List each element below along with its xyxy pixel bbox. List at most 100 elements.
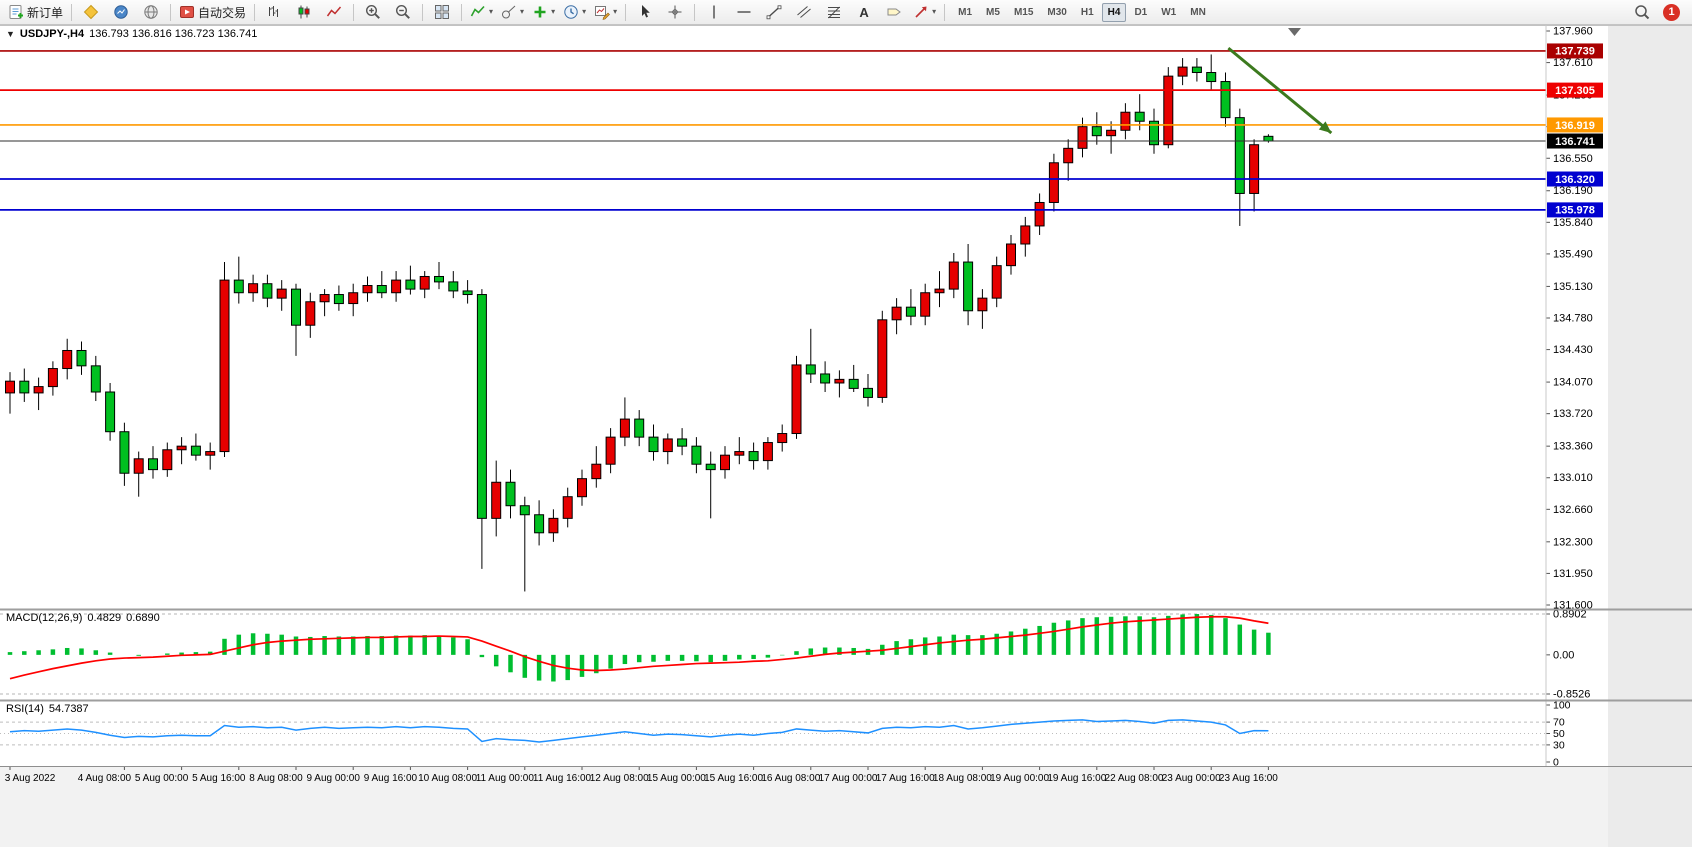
svg-text:133.360: 133.360 <box>1553 441 1593 453</box>
crosshair-button[interactable] <box>660 1 690 24</box>
svg-text:15 Aug 00:00: 15 Aug 00:00 <box>647 773 706 784</box>
new-order-button[interactable]: 新订单 <box>4 1 67 24</box>
toolbar-divider <box>944 3 946 21</box>
candle <box>1177 58 1188 86</box>
time-axis[interactable]: 3 Aug 2022 4 Aug 08:00 5 Aug 00:00 5 Aug 16… <box>5 766 1279 784</box>
candle <box>534 500 545 546</box>
svg-text:17 Aug 00:00: 17 Aug 00:00 <box>819 773 878 784</box>
svg-text:135.490: 135.490 <box>1553 248 1593 260</box>
vertical-line-button[interactable] <box>699 1 729 24</box>
profiles-button[interactable] <box>106 1 136 24</box>
webterminal-button[interactable] <box>136 1 166 24</box>
candle <box>348 283 359 317</box>
candle <box>820 361 831 393</box>
candle <box>605 428 616 474</box>
candle <box>619 397 630 447</box>
candlestick-chart-button[interactable] <box>289 1 319 24</box>
candle <box>448 271 459 299</box>
candle <box>5 372 15 414</box>
svg-text:15 Aug 16:00: 15 Aug 16:00 <box>704 773 763 784</box>
rsi-name: RSI(14) <box>6 703 44 715</box>
chevron-down-icon: ▾ <box>613 7 618 16</box>
svg-text:11 Aug 00:00: 11 Aug 00:00 <box>476 773 535 784</box>
toolbar-divider <box>461 3 463 21</box>
channel-button[interactable] <box>789 1 819 24</box>
timeframe-m1[interactable]: M1 <box>958 6 973 18</box>
crosshair-icon <box>668 5 682 19</box>
timeframe-d1[interactable]: D1 <box>1134 6 1148 18</box>
price-badge: 136.919 <box>1547 117 1603 133</box>
search-button[interactable] <box>1627 1 1657 24</box>
chevron-down-icon: ▾ <box>932 7 937 16</box>
horizontal-line-icon <box>737 11 751 13</box>
macd-main-value: 0.4829 <box>87 612 122 624</box>
metaeditor-button[interactable] <box>76 1 106 24</box>
text-button[interactable]: A <box>849 1 879 24</box>
bar-chart-button[interactable] <box>259 1 289 24</box>
candle <box>948 253 959 299</box>
candle <box>762 437 773 470</box>
svg-text:22 Aug 08:00: 22 Aug 08:00 <box>1105 773 1164 784</box>
candlesticks <box>5 54 1274 592</box>
objects-list-button[interactable]: ▾ <box>497 1 528 24</box>
macd-axis[interactable]: 0.8902 0.00 -0.8526 <box>1546 609 1590 701</box>
templates-button[interactable]: ▾ <box>590 1 621 24</box>
periods-button[interactable]: ▾ <box>559 1 590 24</box>
trendline-button[interactable] <box>759 1 789 24</box>
indicators-button[interactable]: ▾ <box>466 1 497 24</box>
candle <box>276 280 287 311</box>
timeframe-w1[interactable]: W1 <box>1161 6 1177 18</box>
arrows-button[interactable]: ▾ <box>909 1 940 24</box>
cursor-button[interactable] <box>630 1 660 24</box>
text-label-button[interactable] <box>879 1 909 24</box>
chart-canvas[interactable]: 137.960137.610137.250136.900136.550136.1… <box>0 25 1692 847</box>
fibonacci-button[interactable] <box>819 1 849 24</box>
candle <box>519 496 530 592</box>
chart-dropdown-icon[interactable]: ▼ <box>6 29 15 39</box>
timeframe-m5[interactable]: M5 <box>986 6 1000 18</box>
svg-text:5 Aug 16:00: 5 Aug 16:00 <box>192 773 246 784</box>
autotrading-button[interactable]: 自动交易 <box>175 1 250 24</box>
svg-text:137.739: 137.739 <box>1555 46 1595 58</box>
chart-shift-marker[interactable] <box>1288 28 1301 36</box>
timeframe-mn[interactable]: MN <box>1190 6 1206 18</box>
zoom-in-button[interactable] <box>358 1 388 24</box>
svg-text:134.430: 134.430 <box>1553 344 1593 356</box>
svg-text:137.305: 137.305 <box>1555 85 1595 97</box>
timeframe-m15[interactable]: M15 <box>1013 6 1034 18</box>
svg-text:136.919: 136.919 <box>1555 120 1595 132</box>
horizontal-line-button[interactable] <box>729 1 759 24</box>
line-chart-button[interactable] <box>319 1 349 24</box>
candle <box>1020 216 1031 257</box>
tile-windows-button[interactable] <box>427 1 457 24</box>
candle <box>1034 193 1045 235</box>
timeframe-m30[interactable]: M30 <box>1047 6 1067 18</box>
candle <box>90 355 101 402</box>
candle <box>1120 103 1131 140</box>
candle <box>1091 112 1102 145</box>
candle <box>720 446 730 479</box>
candle <box>176 437 187 465</box>
trend-arrow[interactable] <box>1227 46 1333 135</box>
svg-text:19 Aug 00:00: 19 Aug 00:00 <box>990 773 1049 784</box>
chevron-down-icon: ▾ <box>582 7 587 16</box>
candle <box>1220 72 1231 127</box>
timeframe-h1[interactable]: H1 <box>1080 6 1094 18</box>
add-indicator-button[interactable]: ▾ <box>528 1 559 24</box>
candle <box>562 487 573 528</box>
rsi-indicator-label: RSI(14) 54.7387 <box>6 703 94 715</box>
timeframe-h4[interactable]: H4 <box>1101 2 1127 22</box>
svg-text:4 Aug 08:00: 4 Aug 08:00 <box>78 773 132 784</box>
chart-plot-area[interactable] <box>0 25 1608 766</box>
candle <box>33 377 44 411</box>
zoom-out-button[interactable] <box>388 1 418 24</box>
notification-badge[interactable]: 1 <box>1663 3 1680 21</box>
candle <box>434 262 444 290</box>
candle <box>748 442 759 470</box>
candle <box>791 355 802 439</box>
price-badge: 136.741 <box>1547 133 1603 149</box>
profiles-icon <box>114 5 128 19</box>
rsi-value: 54.7387 <box>48 703 89 715</box>
svg-text:100: 100 <box>1553 700 1571 712</box>
